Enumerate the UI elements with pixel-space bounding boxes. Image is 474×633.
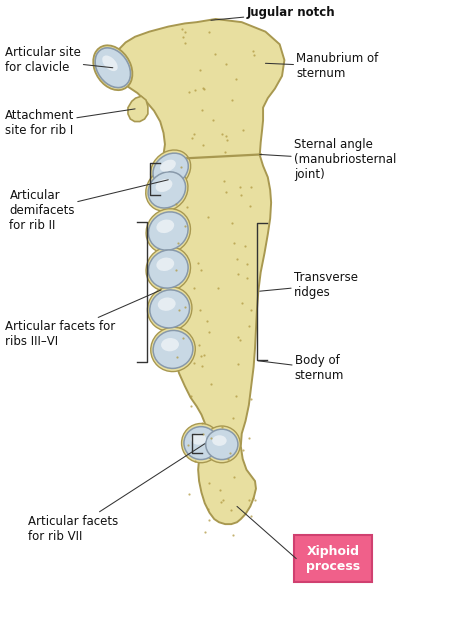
Ellipse shape bbox=[161, 338, 179, 351]
Ellipse shape bbox=[191, 433, 206, 445]
Ellipse shape bbox=[153, 153, 188, 186]
Text: Attachment
site for rib I: Attachment site for rib I bbox=[5, 109, 135, 137]
Ellipse shape bbox=[151, 150, 191, 189]
Ellipse shape bbox=[206, 429, 238, 460]
Polygon shape bbox=[128, 96, 148, 122]
Ellipse shape bbox=[156, 220, 174, 233]
Ellipse shape bbox=[151, 327, 195, 372]
Text: Articular site
for clavicle: Articular site for clavicle bbox=[5, 46, 113, 74]
Ellipse shape bbox=[148, 212, 188, 250]
Ellipse shape bbox=[184, 427, 218, 460]
Ellipse shape bbox=[95, 48, 130, 87]
Text: Xiphoid
process: Xiphoid process bbox=[306, 544, 360, 573]
Ellipse shape bbox=[156, 258, 174, 271]
Text: Sternal angle
(manubriosternal
joint): Sternal angle (manubriosternal joint) bbox=[260, 138, 396, 181]
Text: Body of
sternum: Body of sternum bbox=[258, 354, 344, 382]
Ellipse shape bbox=[182, 423, 220, 463]
Ellipse shape bbox=[93, 46, 132, 90]
Ellipse shape bbox=[158, 298, 176, 311]
Ellipse shape bbox=[147, 287, 192, 331]
Ellipse shape bbox=[102, 56, 118, 71]
Ellipse shape bbox=[203, 426, 240, 463]
Ellipse shape bbox=[153, 330, 193, 368]
Ellipse shape bbox=[146, 209, 191, 253]
Text: Articular facets for
ribs III–VI: Articular facets for ribs III–VI bbox=[5, 290, 161, 348]
Text: Jugular notch: Jugular notch bbox=[211, 6, 335, 20]
Text: Transverse
ridges: Transverse ridges bbox=[260, 271, 358, 299]
Polygon shape bbox=[115, 19, 284, 524]
Ellipse shape bbox=[155, 179, 173, 192]
Ellipse shape bbox=[150, 290, 190, 328]
Text: Manubrium of
sternum: Manubrium of sternum bbox=[265, 53, 379, 80]
Ellipse shape bbox=[212, 436, 227, 446]
Text: Articular facets
for rib VII: Articular facets for rib VII bbox=[28, 444, 205, 542]
Ellipse shape bbox=[160, 160, 176, 172]
Ellipse shape bbox=[148, 250, 188, 288]
Ellipse shape bbox=[148, 172, 186, 208]
Text: Articular
demifacets
for rib II: Articular demifacets for rib II bbox=[9, 180, 168, 232]
Ellipse shape bbox=[146, 168, 188, 211]
FancyBboxPatch shape bbox=[294, 535, 372, 582]
Ellipse shape bbox=[146, 247, 191, 291]
